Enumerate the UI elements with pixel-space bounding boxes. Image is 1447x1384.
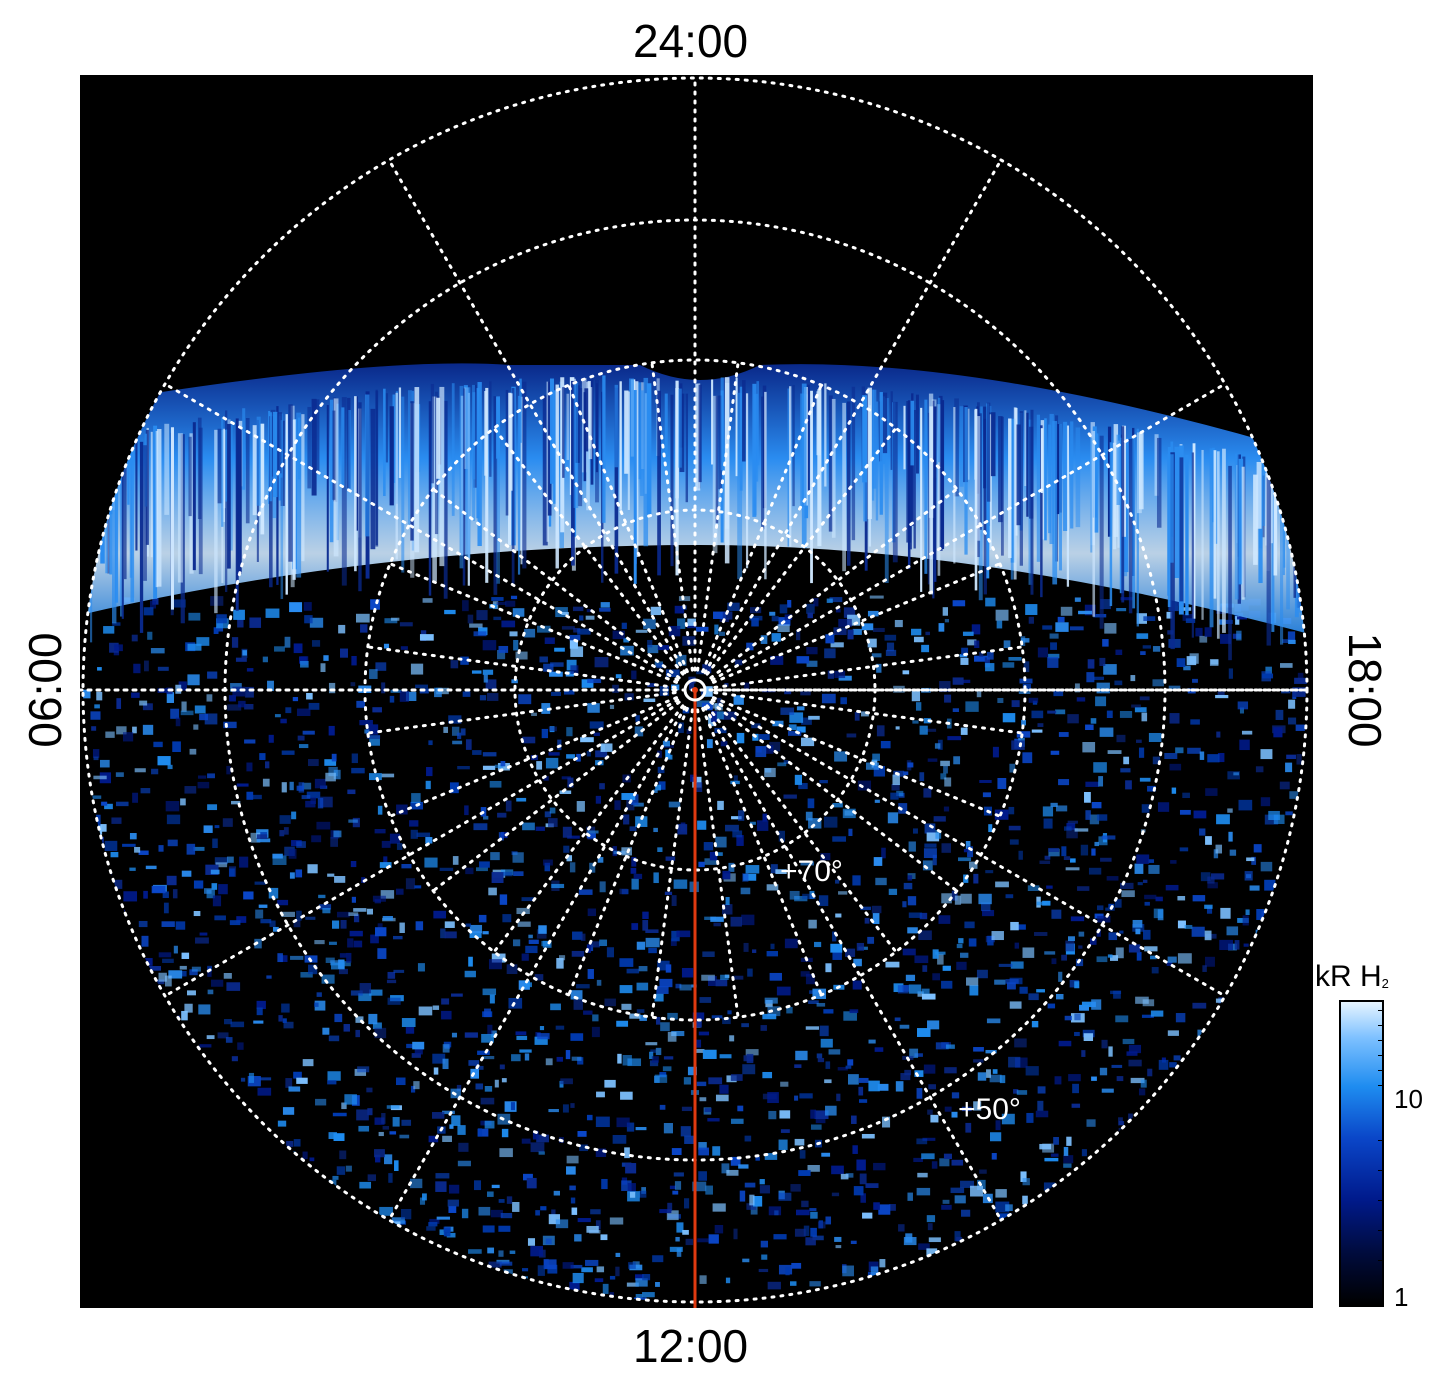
colorbar-minor-tick [1378,1025,1384,1026]
label-12h: 12:00 [633,1320,749,1372]
colorbar-minor-tick [1378,1055,1384,1056]
meridian-line [705,426,898,676]
colorbar-minor-tick [1378,1010,1384,1011]
auroral-oval [83,363,1307,635]
meridian-line [709,700,959,893]
colorbar-minor-tick [1378,1230,1384,1231]
colorbar-minor-tick [1378,1040,1384,1041]
meridian-line [366,645,677,689]
meridian-line [387,158,687,675]
colorbar-minor-tick [1378,1140,1384,1141]
colorbar [1339,1000,1384,1307]
meridian-line [431,700,681,893]
colorbar-minor-tick [1378,1200,1384,1201]
meridian-line [710,382,1227,682]
meridian-line [711,562,1002,684]
meridian-line [709,487,959,680]
latitude-label-70: +70° [780,855,843,888]
meridian-line [650,708,694,1019]
polar-projection-map [80,75,1313,1308]
colorbar-minor-tick [1378,1170,1384,1171]
meridian-line [703,158,1003,675]
meridian-line [366,691,677,735]
pole-center-dot [692,687,698,693]
meridian-line [388,562,679,684]
meridian-line [492,704,685,954]
colorbar-title: kR H2 [1315,960,1389,994]
polar-map-canvas [80,76,1313,1308]
meridian-line [387,705,687,1222]
pole-marker [683,678,707,702]
meridian-line [567,706,689,997]
meridian-line [711,696,1002,818]
meridian-line [388,696,679,818]
colorbar-minor-tick [1378,1260,1384,1261]
colorbar-tick-1: 1 [1394,1282,1409,1312]
colorbar-title-subscript: 2 [1381,976,1389,991]
label-06h: 06:00 [19,632,71,748]
meridian-line [492,426,685,676]
meridian-line [713,645,1024,689]
meridian-line [703,705,1003,1222]
auroral-streaks [83,375,1306,661]
meridian-line [567,383,689,674]
label-24h: 24:00 [633,15,749,67]
meridian-line [650,361,694,672]
meridian-line [696,708,740,1019]
colorbar-minor-tick [1378,1070,1384,1071]
noise-texture [83,595,1307,1302]
meridian-line [710,698,1227,998]
colorbar-minor-tick [1378,1085,1384,1086]
meridian-line [701,383,823,674]
meridian-line [431,487,681,680]
meridian-line [163,698,680,998]
meridian-line [713,691,1024,735]
meridian-line [705,704,898,954]
meridian-line [696,361,740,672]
latitude-label-50: +50° [958,1093,1021,1126]
meridian-line [701,706,823,997]
label-18h: 18:00 [1339,632,1391,748]
colorbar-title-main: kR H [1315,960,1382,993]
meridian-line [163,382,680,682]
colorbar-tick-10: 10 [1394,1084,1423,1114]
